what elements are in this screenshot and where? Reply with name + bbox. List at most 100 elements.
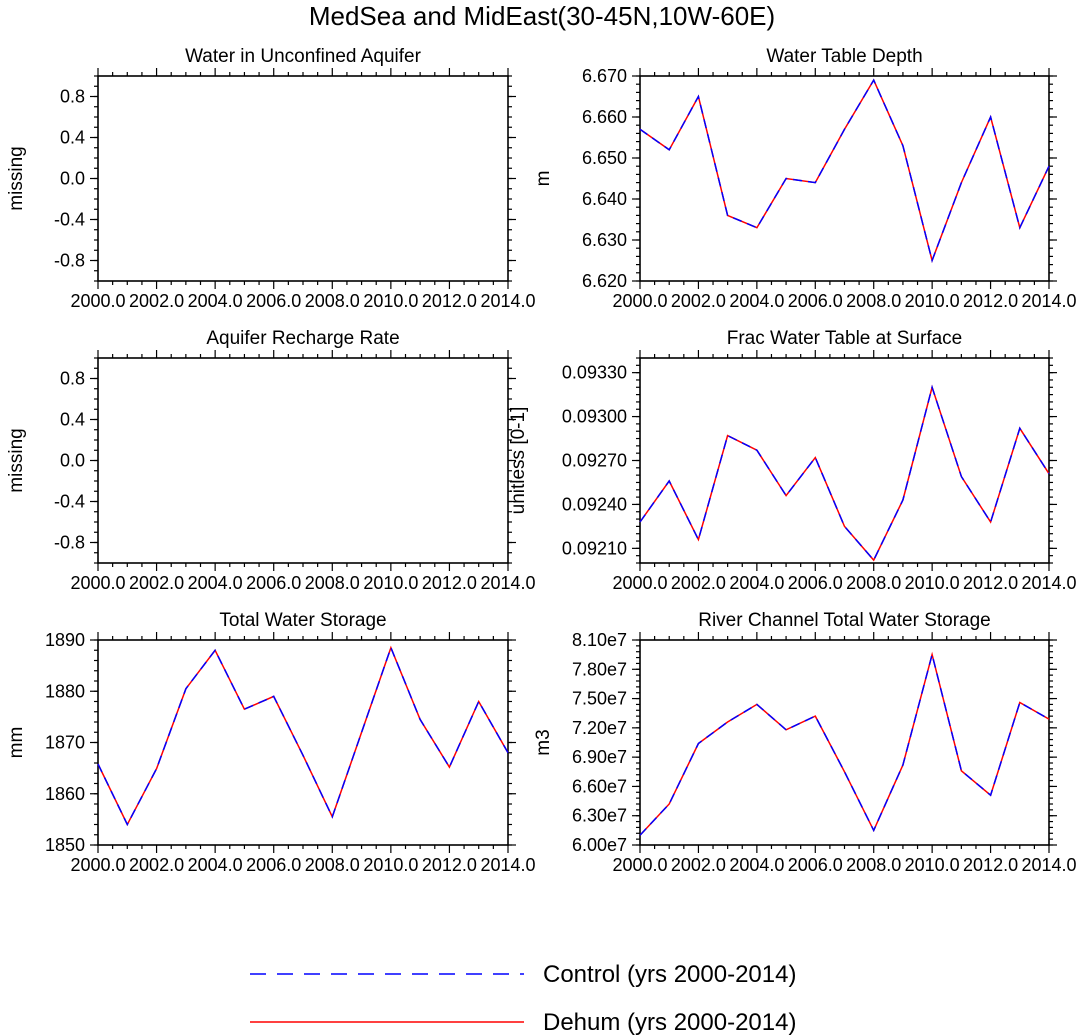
series-line-dehum xyxy=(97,645,509,827)
x-tick-label: 2002.0 xyxy=(671,291,726,311)
y-tick-label: 1880 xyxy=(45,681,85,701)
x-tick-label: 2012.0 xyxy=(422,855,477,875)
panel-title: Total Water Storage xyxy=(219,610,386,631)
x-tick-label: 2004.0 xyxy=(188,291,243,311)
y-tick-label: 6.650 xyxy=(582,148,627,168)
plot-frame xyxy=(639,639,1050,846)
y-tick-label: 6.640 xyxy=(582,189,627,209)
y-tick-label: 1890 xyxy=(45,630,85,650)
y-tick-label: 7.50e7 xyxy=(572,689,627,709)
panel-title: Water in Unconfined Aquifer xyxy=(185,46,422,67)
y-tick-label: 6.630 xyxy=(582,230,627,250)
x-tick-label: 2012.0 xyxy=(963,291,1018,311)
y-tick-label: 0.09330 xyxy=(562,363,627,383)
x-tick-label: 2010.0 xyxy=(905,573,960,593)
series-line-control xyxy=(639,651,1050,836)
y-tick-label: -0.8 xyxy=(54,533,85,553)
x-tick-label: 2006.0 xyxy=(246,291,301,311)
series-line-control xyxy=(639,78,1050,263)
y-axis-label: m3 xyxy=(533,729,554,755)
x-tick-label: 2008.0 xyxy=(846,855,901,875)
legend-control-label: Control (yrs 2000-2014) xyxy=(543,961,796,988)
legend-dehum-label: Dehum (yrs 2000-2014) xyxy=(543,1009,796,1036)
x-tick-label: 2006.0 xyxy=(246,855,301,875)
x-tick-label: 2006.0 xyxy=(788,573,843,593)
x-tick-label: 2004.0 xyxy=(188,855,243,875)
y-tick-label: 0.09270 xyxy=(562,451,627,471)
x-tick-label: 2004.0 xyxy=(729,291,784,311)
x-tick-label: 2000.0 xyxy=(70,855,125,875)
y-tick-label: 1860 xyxy=(45,784,85,804)
x-tick-label: 2008.0 xyxy=(305,573,360,593)
plot-frame xyxy=(97,357,509,564)
y-tick-label: 6.90e7 xyxy=(572,747,627,767)
y-tick-label: 6.00e7 xyxy=(572,835,627,855)
y-axis-label: missing xyxy=(6,428,27,492)
y-tick-label: 1850 xyxy=(45,835,85,855)
y-tick-label: 0.8 xyxy=(60,369,85,389)
x-tick-label: 2012.0 xyxy=(963,855,1018,875)
x-tick-label: 2008.0 xyxy=(846,291,901,311)
x-tick-label: 2004.0 xyxy=(729,855,784,875)
y-tick-label: 0.0 xyxy=(60,451,85,471)
y-tick-label: 0.0 xyxy=(60,169,85,189)
y-tick-label: 6.30e7 xyxy=(572,806,627,826)
x-tick-label: 2012.0 xyxy=(422,291,477,311)
y-axis-label: missing xyxy=(6,146,27,210)
x-tick-label: 2012.0 xyxy=(422,573,477,593)
y-tick-label: -0.8 xyxy=(54,251,85,271)
x-tick-label: 2000.0 xyxy=(612,855,667,875)
y-tick-label: 1870 xyxy=(45,733,85,753)
y-tick-label: 0.8 xyxy=(60,87,85,107)
panel-title: Water Table Depth xyxy=(766,46,922,67)
y-tick-label: 6.620 xyxy=(582,271,627,291)
x-tick-label: 2010.0 xyxy=(363,855,418,875)
y-tick-label: 0.09300 xyxy=(562,407,627,427)
y-tick-label: 6.660 xyxy=(582,107,627,127)
x-tick-label: 2010.0 xyxy=(363,573,418,593)
series-line-control xyxy=(97,645,509,827)
x-tick-label: 2004.0 xyxy=(729,573,784,593)
x-tick-label: 2002.0 xyxy=(671,855,726,875)
y-tick-label: 6.60e7 xyxy=(572,776,627,796)
plot-frame xyxy=(97,75,509,282)
y-tick-label: 8.10e7 xyxy=(572,630,627,650)
y-tick-label: -0.4 xyxy=(54,210,85,230)
series-line-control xyxy=(639,384,1050,562)
y-tick-label: 0.09240 xyxy=(562,494,627,514)
x-tick-label: 2004.0 xyxy=(188,573,243,593)
x-tick-label: 2014.0 xyxy=(480,291,535,311)
plot-frame xyxy=(639,357,1050,564)
figure-title: MedSea and MidEast(30-45N,10W-60E) xyxy=(309,1,775,31)
x-tick-label: 2000.0 xyxy=(612,291,667,311)
panel-3: Aquifer Recharge Rate 2000.0 2002.0 2004.0 2… xyxy=(6,328,536,593)
x-tick-label: 2012.0 xyxy=(963,573,1018,593)
y-tick-label: 7.20e7 xyxy=(572,718,627,738)
x-tick-label: 2014.0 xyxy=(1021,291,1076,311)
x-tick-label: 2010.0 xyxy=(363,291,418,311)
y-tick-label: -0.4 xyxy=(54,492,85,512)
y-tick-label: 6.670 xyxy=(582,66,627,86)
panel-title: Frac Water Table at Surface xyxy=(727,328,963,349)
series-line-dehum xyxy=(639,651,1050,836)
legend: Control (yrs 2000-2014) Dehum (yrs 2000-… xyxy=(250,961,796,1036)
x-tick-label: 2014.0 xyxy=(1021,573,1076,593)
x-tick-label: 2000.0 xyxy=(70,573,125,593)
panel-2: Water Table Depth 2000.0 2002.0 2004.0 2006.… xyxy=(533,46,1077,311)
y-tick-label: 0.4 xyxy=(60,128,85,148)
x-tick-label: 2000.0 xyxy=(612,573,667,593)
x-tick-label: 2008.0 xyxy=(305,855,360,875)
x-tick-label: 2002.0 xyxy=(129,573,184,593)
x-tick-label: 2006.0 xyxy=(788,291,843,311)
x-tick-label: 2010.0 xyxy=(905,855,960,875)
x-tick-label: 2002.0 xyxy=(129,855,184,875)
panel-title: Aquifer Recharge Rate xyxy=(206,328,399,349)
plot-frame xyxy=(97,639,509,846)
panel-title: River Channel Total Water Storage xyxy=(698,610,991,631)
y-tick-label: 0.4 xyxy=(60,410,85,430)
